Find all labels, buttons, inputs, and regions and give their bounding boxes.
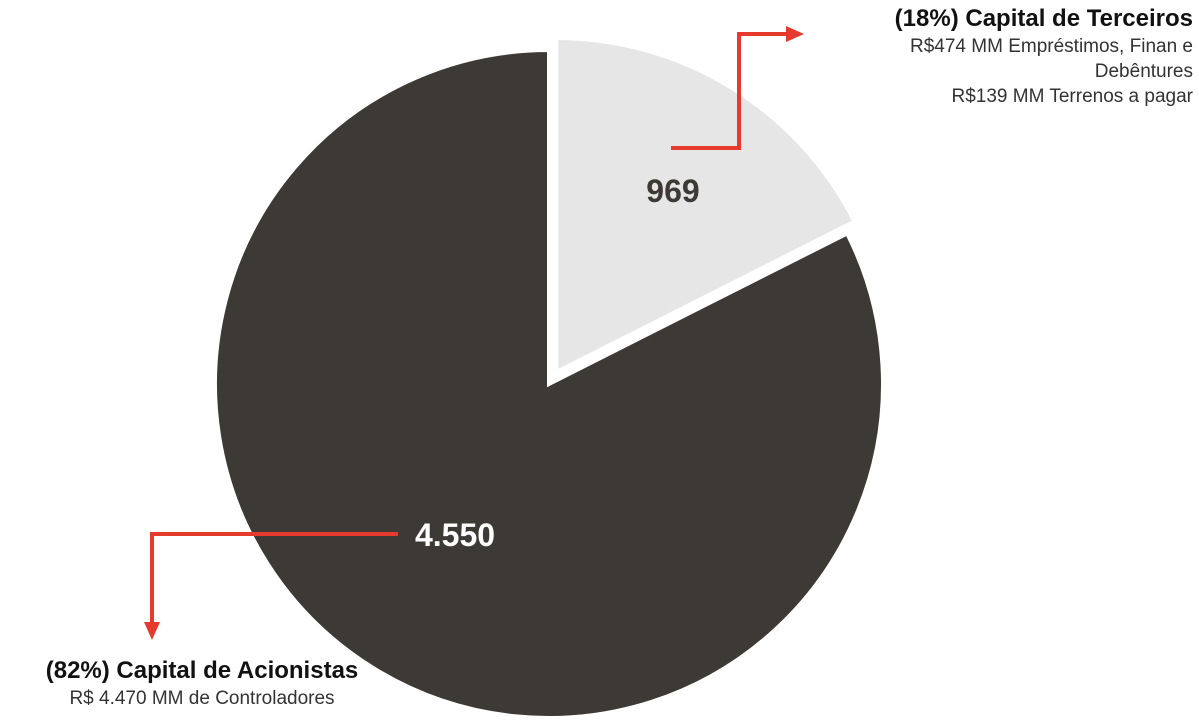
callout-line-terceiros-1: R$474 MM Empréstimos, Finan e [910,36,1193,57]
callout-line-acionistas-1: R$ 4.470 MM de Controladores [69,688,335,709]
callout-arrow-terceiros [671,26,804,150]
callout-arrow-acionistas [144,532,398,640]
callout-title-terceiros: (18%) Capital de Terceiros [894,5,1193,32]
callout-capital-terceiros: (18%) Capital de Terceiros R$474 MM Empr… [793,4,1193,109]
slice-label-terceiros: 969 [646,173,699,209]
callout-line-terceiros-3: R$139 MM Terrenos a pagar [951,86,1194,107]
callout-capital-acionistas: (82%) Capital de Acionistas R$ 4.470 MM … [12,656,392,711]
callout-line-terceiros-2: Debêntures [1094,61,1193,82]
pie-slice-terceiros [554,36,858,376]
slice-label-acionistas: 4.550 [415,517,495,553]
pie-slice-acionistas [213,47,885,720]
callout-title-acionistas: (82%) Capital de Acionistas [45,657,359,684]
